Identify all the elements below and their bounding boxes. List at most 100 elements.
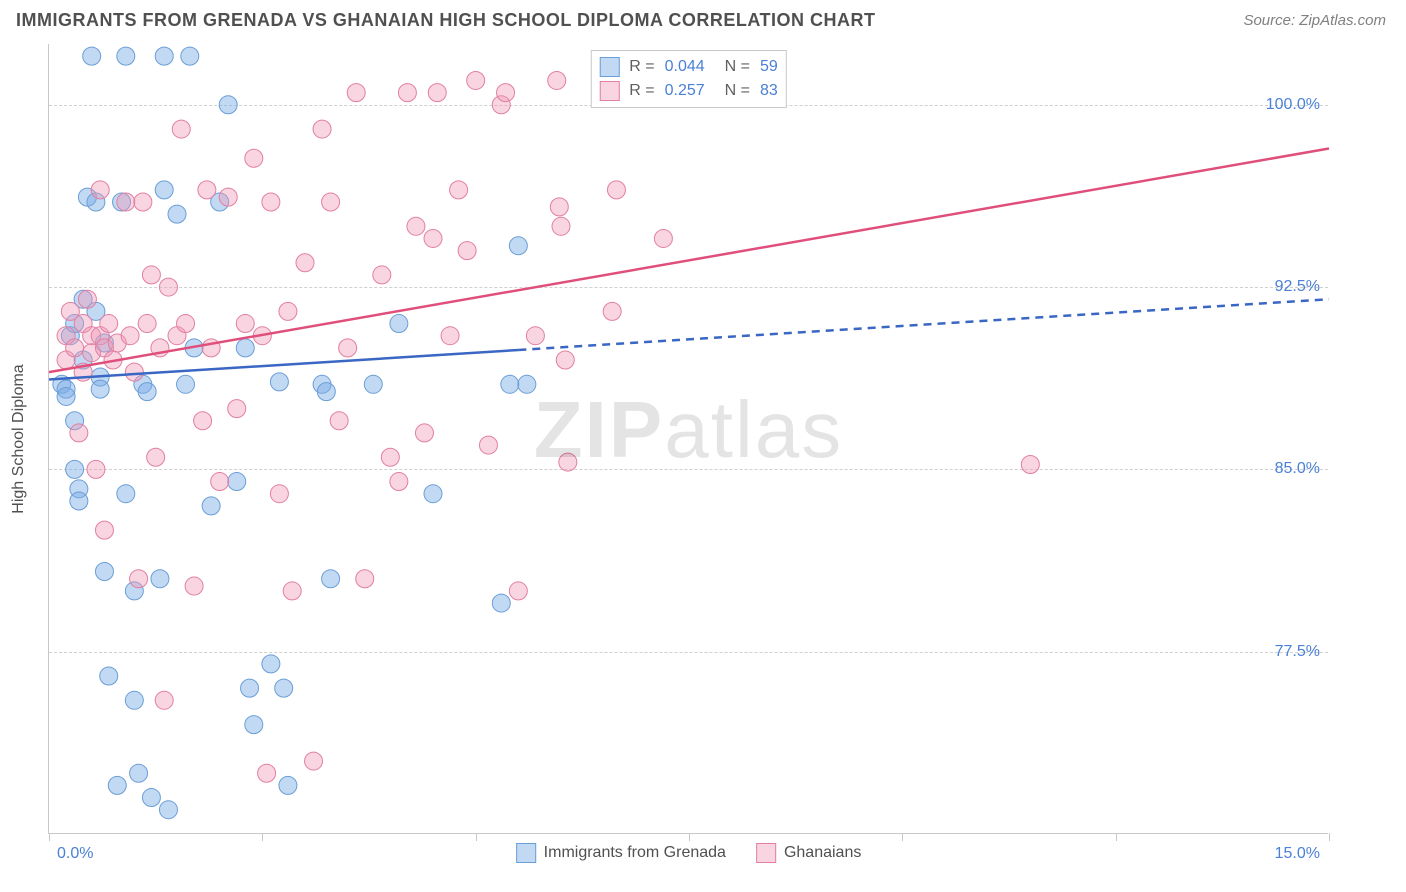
scatter-point	[100, 315, 118, 333]
scatter-point	[70, 492, 88, 510]
scatter-point	[236, 315, 254, 333]
scatter-point	[228, 473, 246, 491]
scatter-point	[66, 460, 84, 478]
legend-series-label: Ghanaians	[784, 844, 861, 862]
scatter-point	[275, 679, 293, 697]
scatter-point	[270, 373, 288, 391]
chart-title: IMMIGRANTS FROM GRENADA VS GHANAIAN HIGH…	[16, 10, 875, 31]
scatter-point	[428, 84, 446, 102]
scatter-point	[155, 181, 173, 199]
scatter-point	[181, 47, 199, 65]
scatter-point	[198, 181, 216, 199]
scatter-point	[159, 801, 177, 819]
scatter-point	[130, 570, 148, 588]
scatter-point	[283, 582, 301, 600]
scatter-point	[1021, 456, 1039, 474]
scatter-point	[245, 149, 263, 167]
scatter-point	[552, 217, 570, 235]
scatter-point	[117, 47, 135, 65]
scatter-point	[155, 691, 173, 709]
scatter-point	[147, 448, 165, 466]
scatter-point	[607, 181, 625, 199]
scatter-point	[142, 266, 160, 284]
legend-n-label: N =	[725, 82, 750, 100]
legend-n-value: 83	[760, 82, 778, 100]
scatter-point	[236, 339, 254, 357]
scatter-point	[339, 339, 357, 357]
scatter-point	[121, 327, 139, 345]
legend-series-item: Immigrants from Grenada	[516, 843, 726, 863]
scatter-point	[509, 237, 527, 255]
trend-line-dashed	[518, 299, 1329, 350]
scatter-point	[219, 188, 237, 206]
scatter-point	[550, 198, 568, 216]
scatter-point	[450, 181, 468, 199]
scatter-point	[245, 716, 263, 734]
scatter-point	[356, 570, 374, 588]
scatter-point	[492, 594, 510, 612]
legend-swatch	[599, 81, 619, 101]
legend-swatch	[516, 843, 536, 863]
scatter-point	[262, 193, 280, 211]
scatter-point	[526, 327, 544, 345]
scatter-point	[95, 562, 113, 580]
legend-n-label: N =	[725, 58, 750, 76]
x-axis-min-label: 0.0%	[57, 845, 93, 863]
scatter-point	[100, 667, 118, 685]
plot-area: High School Diploma 77.5%85.0%92.5%100.0…	[48, 44, 1328, 834]
scatter-point	[279, 302, 297, 320]
legend-n-value: 59	[760, 58, 778, 76]
x-tick	[1116, 833, 1117, 841]
scatter-point	[117, 193, 135, 211]
x-tick	[49, 833, 50, 841]
scatter-point	[57, 387, 75, 405]
scatter-point	[296, 254, 314, 272]
legend-r-value: 0.044	[665, 58, 715, 76]
scatter-point	[95, 521, 113, 539]
scatter-point	[415, 424, 433, 442]
scatter-point	[130, 764, 148, 782]
scatter-point	[66, 339, 84, 357]
scatter-point	[70, 424, 88, 442]
plot-svg	[49, 44, 1328, 833]
scatter-point	[322, 193, 340, 211]
scatter-point	[151, 570, 169, 588]
x-axis-max-label: 15.0%	[1275, 845, 1320, 863]
x-tick	[262, 833, 263, 841]
scatter-point	[78, 290, 96, 308]
scatter-point	[138, 383, 156, 401]
scatter-point	[194, 412, 212, 430]
scatter-point	[424, 485, 442, 503]
scatter-point	[258, 764, 276, 782]
x-tick	[1329, 833, 1330, 841]
scatter-point	[155, 47, 173, 65]
scatter-point	[125, 363, 143, 381]
scatter-point	[441, 327, 459, 345]
source-label: Source: ZipAtlas.com	[1243, 12, 1386, 29]
scatter-point	[317, 383, 335, 401]
scatter-point	[424, 229, 442, 247]
scatter-point	[548, 71, 566, 89]
scatter-point	[108, 776, 126, 794]
legend-r-label: R =	[629, 58, 654, 76]
x-tick	[476, 833, 477, 841]
scatter-point	[305, 752, 323, 770]
legend-swatch	[756, 843, 776, 863]
scatter-point	[138, 315, 156, 333]
scatter-point	[322, 570, 340, 588]
x-tick	[689, 833, 690, 841]
scatter-point	[347, 84, 365, 102]
scatter-point	[270, 485, 288, 503]
legend-r-value: 0.257	[665, 82, 715, 100]
scatter-point	[185, 577, 203, 595]
scatter-point	[330, 412, 348, 430]
legend-series-label: Immigrants from Grenada	[544, 844, 726, 862]
scatter-point	[556, 351, 574, 369]
scatter-point	[202, 497, 220, 515]
legend-swatch	[599, 57, 619, 77]
scatter-point	[398, 84, 416, 102]
legend-stats: R = 0.044 N = 59 R = 0.257 N = 83	[590, 50, 786, 108]
scatter-point	[373, 266, 391, 284]
legend-r-label: R =	[629, 82, 654, 100]
scatter-point	[654, 229, 672, 247]
